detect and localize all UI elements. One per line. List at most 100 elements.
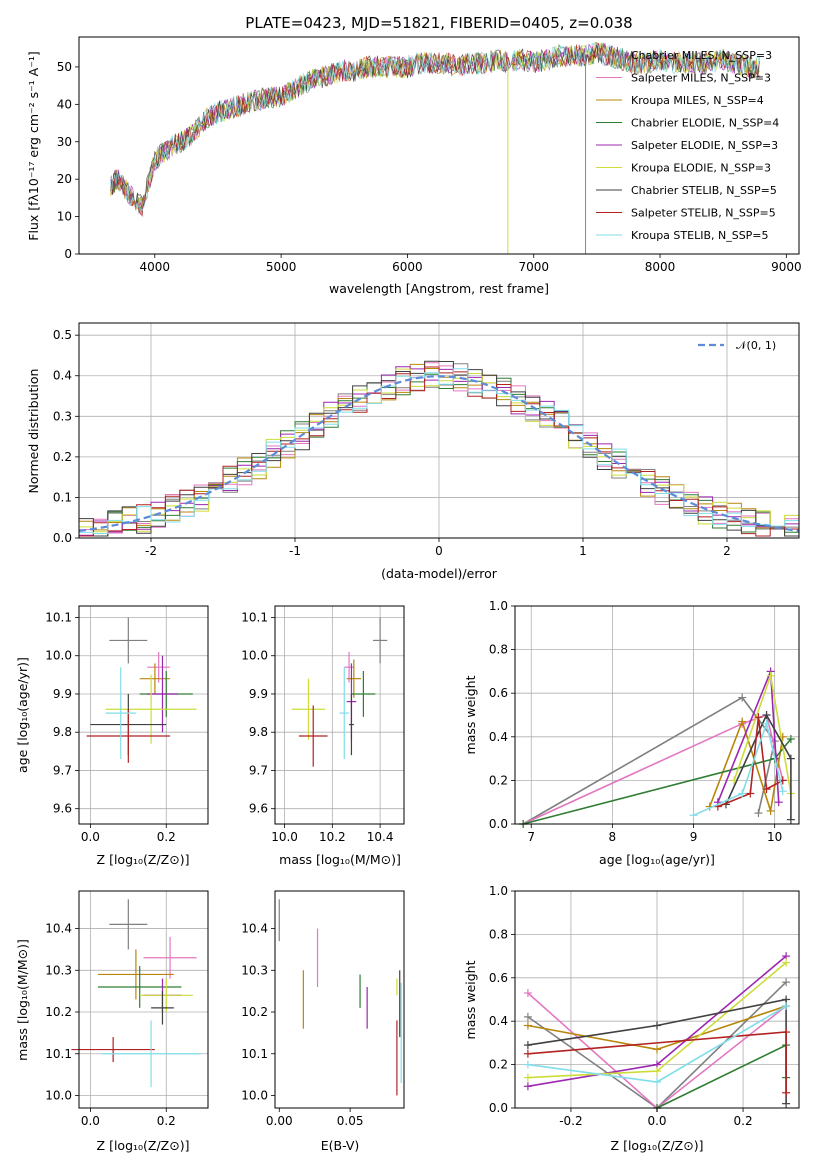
panel-frame bbox=[78, 890, 209, 1109]
figure-title: PLATE=0423, MJD=51821, FIBERID=0405, z=0… bbox=[245, 14, 632, 32]
y-tick-label: 0.8 bbox=[489, 927, 508, 941]
spectrum-panel: 4000 5000 6000 7000 8000 9000 0 10 20 30 40 50 wave… bbox=[26, 36, 802, 296]
y-tick-label: 9.8 bbox=[53, 725, 72, 739]
y-tick-label: 0.0 bbox=[53, 531, 72, 545]
x-tick-label: 0.2 bbox=[734, 1114, 753, 1128]
points bbox=[278, 899, 402, 1096]
x-tick-label: 0.0 bbox=[81, 1114, 100, 1128]
points bbox=[291, 617, 388, 767]
y-tick-label: 10.0 bbox=[45, 1088, 72, 1102]
points bbox=[86, 617, 197, 763]
x-tick-label: 7 bbox=[527, 830, 535, 844]
y-tick-label: 0.4 bbox=[53, 369, 72, 383]
mass-weight-line-8 bbox=[693, 720, 784, 817]
y-tick-label: 10.2 bbox=[45, 1005, 72, 1019]
mass-weight-line-1 bbox=[522, 713, 784, 825]
mass-weight-line-6 bbox=[725, 713, 792, 820]
mass-weight-vs-Z-panel: -0.2 0.0 0.2 0.0 0.2 0.4 0.6 0.8 1.0 bbox=[489, 884, 800, 1128]
panel-frame bbox=[514, 605, 800, 825]
y-tick-label: 0.5 bbox=[53, 328, 72, 342]
y-tick-label: 0.6 bbox=[489, 971, 508, 985]
age-vs-Z-xlabel: Z [log₁₀(Z/Z⊙)] bbox=[97, 852, 190, 867]
y-tick-label: 10.1 bbox=[45, 1047, 72, 1061]
y-tick-label: 10 bbox=[57, 210, 72, 224]
x-tick-label: 0.00 bbox=[266, 1114, 293, 1128]
x-tick-label: 10.4 bbox=[367, 830, 394, 844]
legend-label: Kroupa ELODIE, N_SSP=3 bbox=[631, 162, 771, 175]
mass-vs-Z-xlabel: Z [log₁₀(Z/Z⊙)] bbox=[97, 1138, 190, 1153]
age-vs-Z-panel: 0.0 0.2 9.6 9.7 9.8 9.9 10.0 10.1 bbox=[45, 605, 209, 844]
x-tick-label: 0.0 bbox=[647, 1114, 666, 1128]
residual-histogram-6 bbox=[79, 360, 799, 537]
x-tick-label: 10 bbox=[767, 830, 782, 844]
ticks: 0.00 0.05 10.0 10.1 10.2 10.3 10.4 bbox=[241, 922, 363, 1128]
x-tick-label: 0.2 bbox=[157, 830, 176, 844]
mass-weight-line-3 bbox=[522, 738, 792, 825]
y-tick-label: 9.6 bbox=[53, 802, 72, 816]
legend-label: Chabrier ELODIE, N_SSP=4 bbox=[631, 117, 779, 130]
gridlines bbox=[275, 606, 404, 824]
spectrum-series-5 bbox=[110, 42, 760, 210]
ticks: -0.2 0.0 0.2 0.0 0.2 0.4 0.6 0.8 1.0 bbox=[489, 884, 753, 1128]
y-tick-label: 9.6 bbox=[249, 802, 268, 816]
ticks: 0.0 0.2 9.6 9.7 9.8 9.9 10.0 10.1 bbox=[45, 610, 176, 844]
x-tick-label: -2 bbox=[145, 544, 157, 558]
legend-label: Kroupa MILES, N_SSP=4 bbox=[631, 94, 764, 107]
legend-label: Salpeter ELODIE, N_SSP=3 bbox=[631, 139, 778, 152]
y-tick-label: 10.0 bbox=[241, 649, 268, 663]
x-tick-label: 9000 bbox=[771, 260, 802, 274]
x-tick-label: 8 bbox=[609, 830, 617, 844]
y-tick-label: 50 bbox=[57, 60, 72, 74]
y-tick-label: 0.2 bbox=[489, 773, 508, 787]
y-tick-label: 10.1 bbox=[241, 610, 268, 624]
y-tick-label: 0.8 bbox=[489, 643, 508, 657]
spectrum-xlabel: wavelength [Angstrom, rest frame] bbox=[329, 281, 549, 296]
x-tick-label: 1 bbox=[579, 544, 587, 558]
spectrum-series-8 bbox=[110, 42, 760, 212]
mw-age-ylabel: mass weight bbox=[463, 675, 478, 754]
y-tick-label: 20 bbox=[57, 172, 72, 186]
y-tick-label: 0.4 bbox=[489, 1014, 508, 1028]
y-tick-label: 0.3 bbox=[53, 409, 72, 423]
x-tick-label: -0.2 bbox=[559, 1114, 582, 1128]
residuals-panel: -2 -1 0 1 2 0.0 0.1 0.2 0.3 0.4 0.5 (data-model)/e… bbox=[26, 322, 800, 581]
series-lines bbox=[519, 667, 795, 828]
spectrum-ylabel: Flux [fλ10⁻¹⁷ erg cm⁻² s⁻¹ A⁻¹] bbox=[26, 51, 41, 240]
y-tick-label: 0.4 bbox=[489, 730, 508, 744]
y-tick-label: 10.3 bbox=[45, 963, 72, 977]
spectrum-series-7 bbox=[110, 43, 760, 218]
x-tick-label: 0.0 bbox=[81, 830, 100, 844]
ticks: 7 8 9 10 0.0 0.2 0.4 0.6 0.8 1.0 bbox=[489, 599, 782, 844]
residuals-ylabel: Normed distribution bbox=[26, 369, 41, 494]
mw-age-xlabel: age [log₁₀(age/yr)] bbox=[599, 852, 715, 867]
y-tick-label: 10.0 bbox=[45, 649, 72, 663]
y-tick-label: 0 bbox=[64, 247, 72, 261]
legend-normal-label: 𝒩(0, 1) bbox=[736, 339, 776, 352]
mass-vs-Z-panel: 0.0 0.2 10.0 10.1 10.2 10.3 10.4 bbox=[45, 890, 209, 1128]
x-tick-label: 4000 bbox=[140, 260, 171, 274]
y-tick-label: 0.0 bbox=[489, 1101, 508, 1115]
y-tick-label: 9.9 bbox=[53, 687, 72, 701]
age-vs-mass-xlabel: mass [log₁₀(M/M⊙)] bbox=[279, 852, 401, 867]
y-tick-label: 10.4 bbox=[45, 922, 72, 936]
x-tick-label: 0.2 bbox=[157, 1114, 176, 1128]
legend-label: Chabrier STELIB, N_SSP=5 bbox=[631, 184, 777, 197]
mass-weight-line-0 bbox=[522, 696, 776, 825]
legend-label: Salpeter MILES, N_SSP=3 bbox=[631, 72, 771, 85]
y-tick-label: 10.3 bbox=[241, 963, 268, 977]
y-tick-label: 10.2 bbox=[241, 1005, 268, 1019]
y-tick-label: 10.0 bbox=[241, 1088, 268, 1102]
normal-curve bbox=[78, 375, 800, 532]
panel-frame bbox=[514, 890, 800, 1109]
y-tick-label: 10.1 bbox=[241, 1047, 268, 1061]
panel-frame bbox=[78, 605, 209, 825]
residuals-xlabel: (data-model)/error bbox=[381, 566, 498, 581]
mw-Z-xlabel: Z [log₁₀(Z/Z⊙)] bbox=[611, 1138, 704, 1153]
y-tick-label: 0.2 bbox=[53, 450, 72, 464]
x-tick-label: 10.0 bbox=[271, 830, 298, 844]
x-tick-label: 10.2 bbox=[319, 830, 346, 844]
y-tick-label: 9.8 bbox=[249, 725, 268, 739]
residual-histogram-7 bbox=[79, 366, 799, 537]
panel-frame bbox=[274, 890, 405, 1109]
